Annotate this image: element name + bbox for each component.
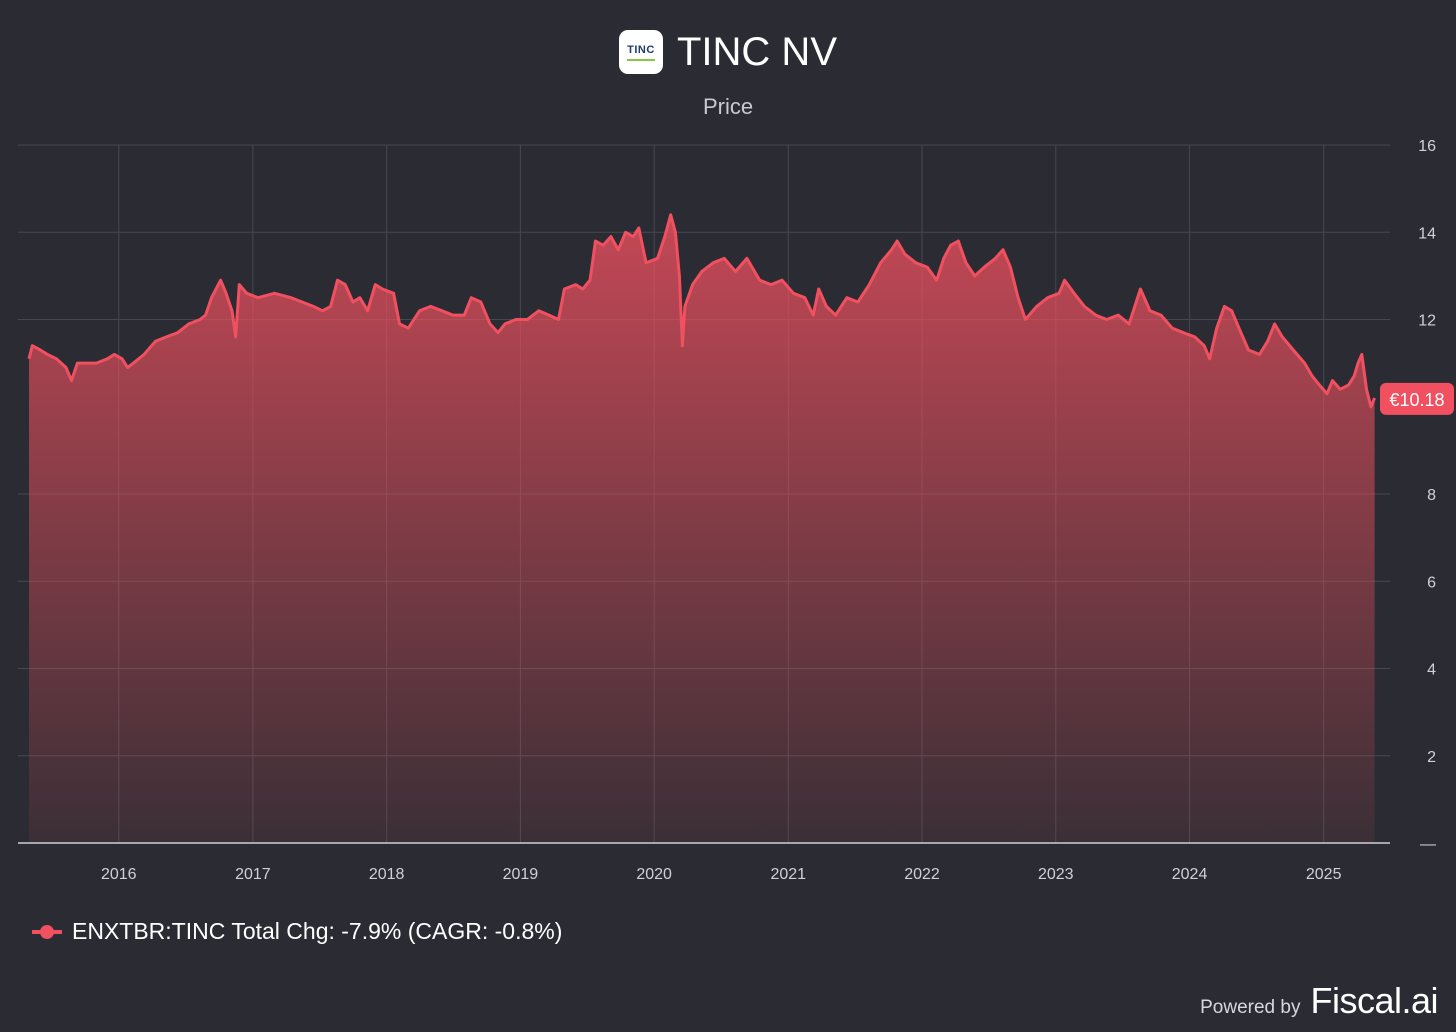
- title-row: TINC TINC NV: [0, 28, 1456, 76]
- legend[interactable]: ENXTBR:TINC Total Chg: -7.9% (CAGR: -0.8…: [32, 918, 562, 945]
- logo-text: TINC: [627, 44, 655, 56]
- y-tick-label: 6: [1427, 574, 1436, 591]
- y-tick-label: 8: [1427, 487, 1436, 504]
- y-zero-label: —: [1420, 836, 1436, 853]
- x-tick-label: 2016: [101, 866, 137, 883]
- axes: 2 4 6 8 12 14 16 — 2016 2017 2018 2019 2020 2021 2022 2…: [18, 138, 1436, 883]
- x-tick-label: 2019: [503, 866, 539, 883]
- price-line: [27, 213, 1376, 409]
- last-value-marker: €10.18: [1380, 382, 1454, 415]
- legend-series-icon: [32, 924, 62, 939]
- y-tick-label: 12: [1418, 313, 1436, 330]
- y-tick-label: 14: [1418, 225, 1436, 242]
- x-tick-label: 2020: [636, 866, 672, 883]
- x-tick-label: 2025: [1306, 866, 1342, 883]
- legend-label: ENXTBR:TINC Total Chg: -7.9% (CAGR: -0.8…: [72, 918, 563, 944]
- chart-header: TINC TINC NV Price: [0, 0, 1456, 130]
- x-tick-label: 2023: [1038, 866, 1074, 883]
- company-logo: TINC: [619, 30, 663, 74]
- last-value-label: €10.18: [1389, 390, 1444, 410]
- last-value-badge: [1380, 382, 1454, 415]
- logo-bar: [627, 59, 655, 61]
- x-tick-label: 2022: [904, 866, 940, 883]
- price-area-fill: [29, 214, 1375, 844]
- x-tick-label: 2018: [369, 866, 405, 883]
- y-tick-label: 2: [1427, 749, 1436, 766]
- powered-by-footer[interactable]: Powered by Fiscal.ai: [1200, 980, 1438, 1022]
- x-tick-label: 2024: [1172, 866, 1208, 883]
- price-area: [27, 213, 1376, 844]
- chart-title: TINC NV: [677, 30, 837, 74]
- y-tick-label: 4: [1427, 662, 1436, 679]
- brand-logo: Fiscal.ai: [1310, 980, 1438, 1021]
- chart-subtitle: Price: [702, 94, 754, 119]
- y-tick-label: 16: [1418, 138, 1436, 155]
- powered-by-text: Powered by: [1200, 997, 1301, 1018]
- x-tick-label: 2017: [235, 866, 271, 883]
- x-tick-label: 2021: [770, 866, 806, 883]
